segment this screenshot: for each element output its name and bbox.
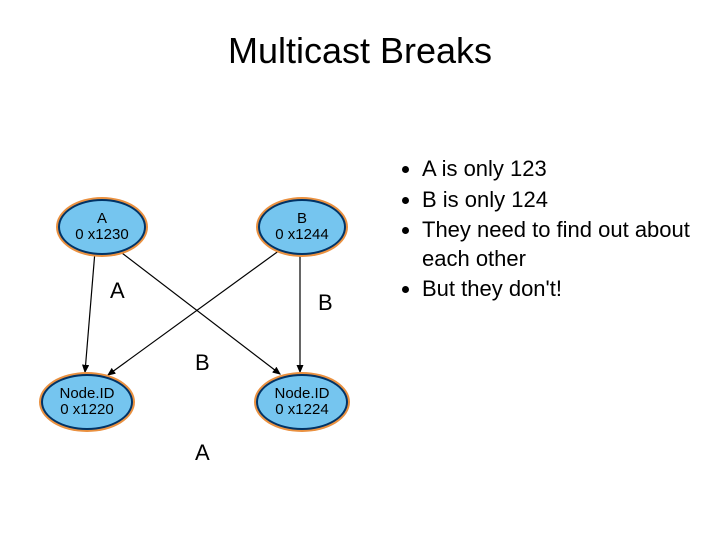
node-label-line2: 0 x1244 <box>275 227 328 243</box>
node-label-line2: 0 x1220 <box>60 402 113 418</box>
node-a: A0 x1230 <box>58 199 146 255</box>
node-b: B0 x1244 <box>258 199 346 255</box>
bullet-list: A is only 123B is only 124They need to f… <box>400 155 700 306</box>
edge <box>85 251 95 372</box>
edge <box>108 250 280 375</box>
node-n1224: Node.ID0 x1224 <box>256 374 348 430</box>
bullet-item: They need to find out about each other <box>422 216 700 273</box>
node-label-line2: 0 x1224 <box>275 402 328 418</box>
edge-label: B <box>195 350 210 376</box>
edge-label: A <box>110 278 125 304</box>
node-n1220: Node.ID0 x1220 <box>41 374 133 430</box>
node-label-line1: Node.ID <box>59 386 114 402</box>
node-label-line1: B <box>297 211 307 227</box>
node-label-line1: A <box>97 211 107 227</box>
node-label-line1: Node.ID <box>274 386 329 402</box>
bullet-item: A is only 123 <box>422 155 700 184</box>
node-label-line2: 0 x1230 <box>75 227 128 243</box>
edge-label: B <box>318 290 333 316</box>
bullet-item: B is only 124 <box>422 186 700 215</box>
bullet-item: But they don't! <box>422 275 700 304</box>
edge-label: A <box>195 440 210 466</box>
